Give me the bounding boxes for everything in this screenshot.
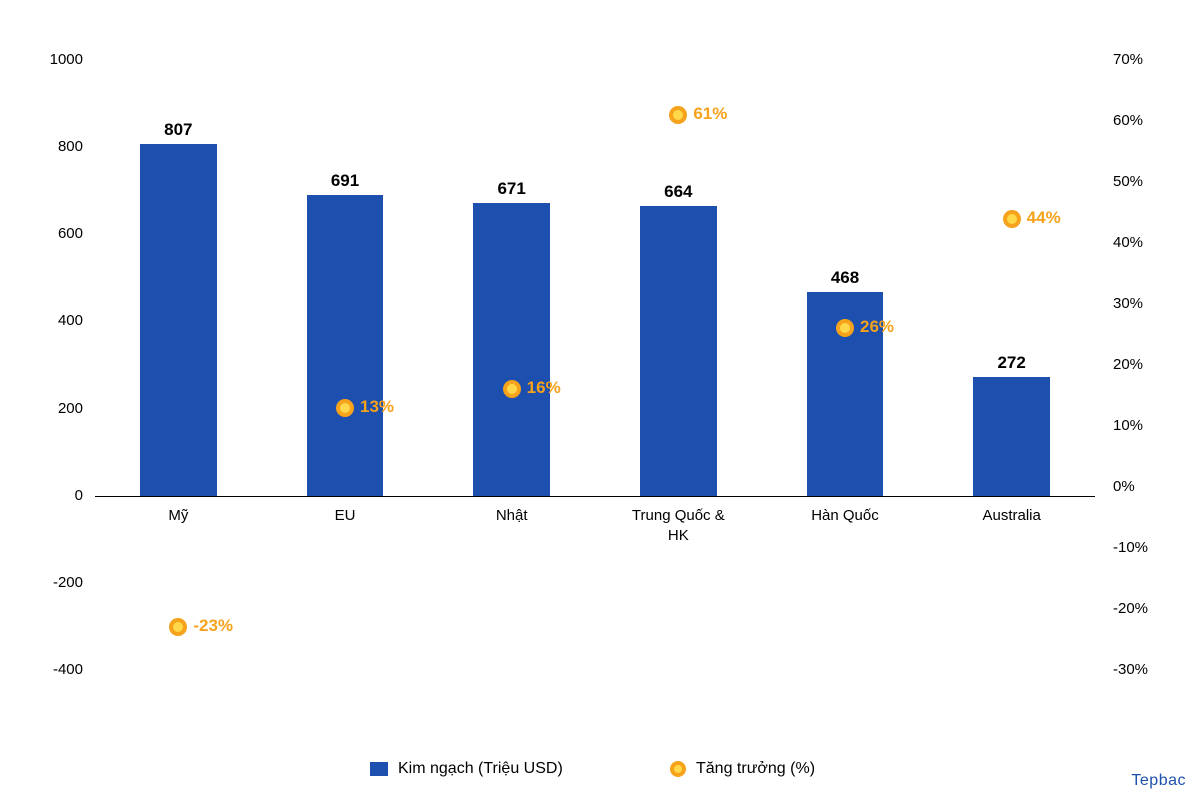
legend-label: Tăng trưởng (%) (696, 760, 815, 778)
bar (307, 195, 384, 496)
growth-marker-inner (340, 403, 350, 413)
brand-logo: Tepbac (1131, 772, 1186, 790)
growth-marker-label: 44% (1027, 208, 1061, 228)
left-axis-tick: -200 (53, 574, 83, 591)
right-axis-tick: 50% (1113, 173, 1143, 190)
right-axis-tick: 60% (1113, 112, 1143, 129)
category-label: Australia (932, 506, 1091, 526)
bar-value-label: 272 (972, 353, 1052, 373)
category-label: Nhật (432, 506, 591, 526)
bar (973, 377, 1050, 496)
growth-marker-label: 61% (693, 104, 727, 124)
left-axis-tick: 200 (58, 400, 83, 417)
legend-marker (670, 761, 686, 777)
legend-item: Kim ngạch (Triệu USD) (370, 760, 563, 778)
legend-marker-inner (674, 765, 682, 773)
right-axis-tick: 30% (1113, 295, 1143, 312)
legend-swatch (370, 762, 388, 776)
left-axis-tick: -400 (53, 661, 83, 678)
right-axis-tick: -30% (1113, 661, 1148, 678)
category-label: Mỹ (99, 506, 258, 526)
category-label: Hàn Quốc (766, 506, 925, 526)
right-axis-tick: -20% (1113, 600, 1148, 617)
bar (473, 203, 550, 495)
bar (140, 144, 217, 496)
right-axis-tick: -10% (1113, 539, 1148, 556)
bar (640, 206, 717, 495)
left-axis-tick: 400 (58, 312, 83, 329)
left-axis-tick: 0 (75, 487, 83, 504)
right-axis-tick: 0% (1113, 478, 1135, 495)
left-axis-tick: 800 (58, 138, 83, 155)
left-axis-tick: 600 (58, 225, 83, 242)
growth-marker-inner (1007, 214, 1017, 224)
bar-value-label: 468 (805, 268, 885, 288)
bar-value-label: 807 (138, 120, 218, 140)
right-axis-tick: 10% (1113, 417, 1143, 434)
right-axis-tick: 70% (1113, 51, 1143, 68)
legend-label: Kim ngạch (Triệu USD) (398, 760, 563, 778)
category-label: Trung Quốc & HK (599, 506, 758, 547)
left-axis-tick: 1000 (50, 51, 83, 68)
category-label: EU (266, 506, 425, 526)
right-axis-tick: 40% (1113, 234, 1143, 251)
x-axis-line (95, 496, 1095, 497)
right-axis-tick: 20% (1113, 356, 1143, 373)
bar-value-label: 664 (638, 182, 718, 202)
growth-marker-label: 16% (527, 378, 561, 398)
growth-marker-label: -23% (193, 616, 233, 636)
growth-marker-label: 26% (860, 317, 894, 337)
legend-item: Tăng trưởng (%) (670, 760, 815, 778)
growth-marker-label: 13% (360, 397, 394, 417)
bar-value-label: 671 (472, 179, 552, 199)
bar-value-label: 691 (305, 171, 385, 191)
